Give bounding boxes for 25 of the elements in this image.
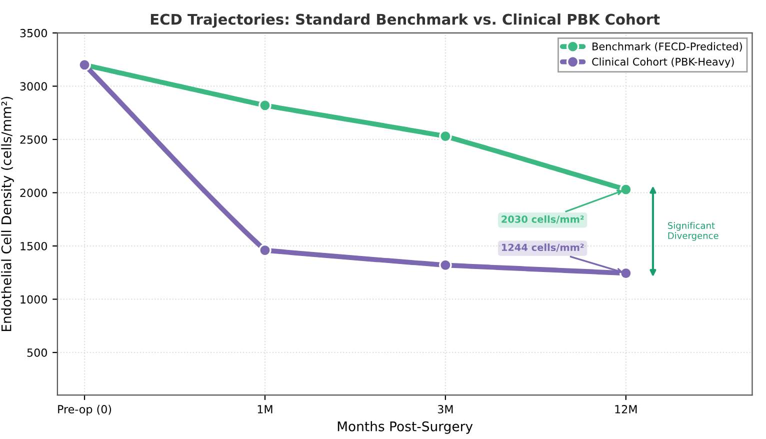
x-axis-title: Months Post-Surgery [338,421,473,434]
annotation: 2030 cells/mm² [502,215,584,224]
y-tick-label: 500 [27,348,47,357]
chart-title: ECD Trajectories: Standard Benchmark vs. Clinical PBK Cohort [150,14,660,28]
legend-label: Clinical Cohort (PBK-Heavy) [592,58,734,68]
x-tick-label: 3M [438,405,453,414]
annotation: Significant Divergence [668,222,718,241]
point [439,130,452,143]
y-tick-label: 3000 [20,82,47,91]
y-tick-label: 1000 [20,295,47,304]
y-tick-label: 2500 [20,135,47,144]
point [620,266,632,280]
point [258,244,272,257]
point [620,183,632,196]
point [439,258,452,272]
x-tick-label: 1M [258,405,272,414]
x-tick-label: 12M [615,405,637,414]
y-tick-label: 1500 [20,242,47,250]
y-axis-title: Endothelial Cell Density (cells/mm²) [1,96,14,332]
annotation: 1244 cells/mm² [502,244,584,252]
y-tick-label: 2000 [20,188,47,198]
y-tick-label: 3500 [20,28,47,38]
legend-label: Benchmark (FECD-Predicted) [592,42,742,52]
point [258,98,272,112]
x-tick-label: Pre-op (0) [58,404,112,416]
